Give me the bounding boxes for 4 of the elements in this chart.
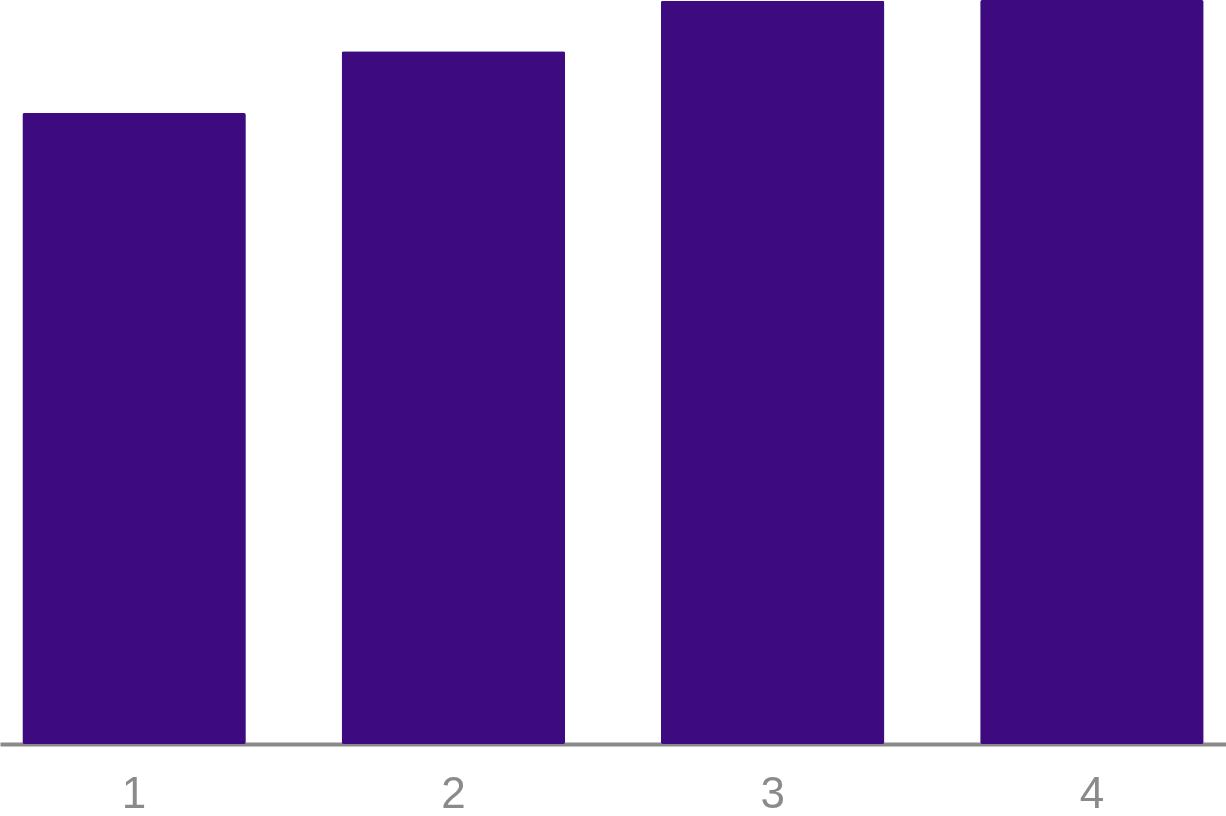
- x-tick-label: 4: [1079, 767, 1105, 816]
- x-tick-label: 2: [441, 767, 466, 816]
- x-tick-label: 3: [760, 767, 785, 816]
- x-tick-label: 1: [121, 767, 147, 816]
